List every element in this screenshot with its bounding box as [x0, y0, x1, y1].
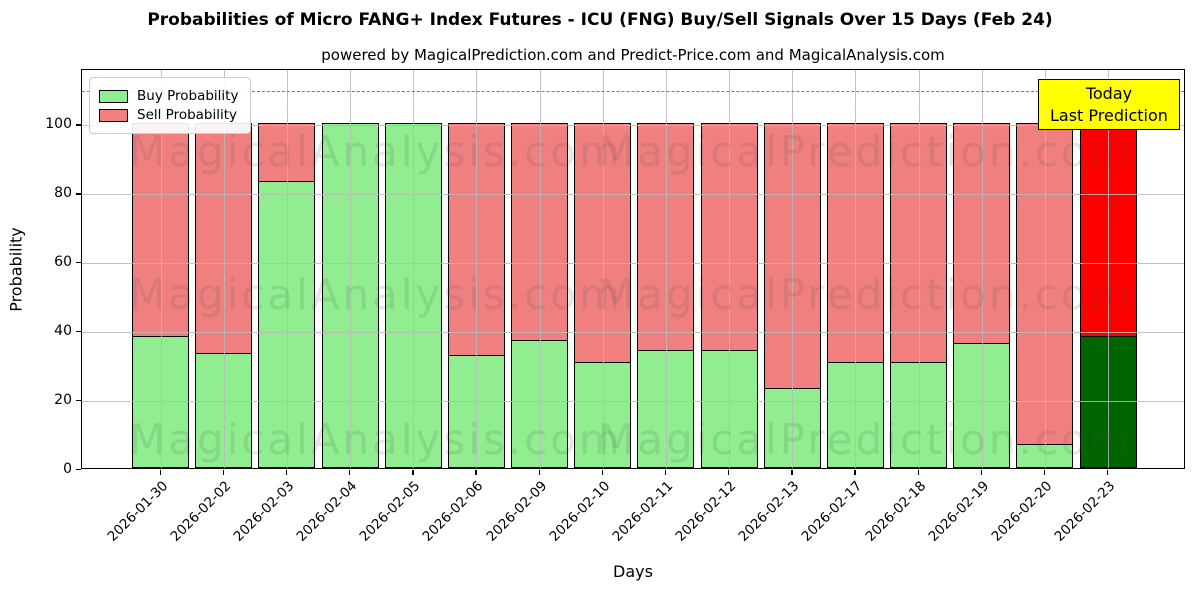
x-tick-mark — [159, 470, 161, 475]
plot-area: Buy Probability Sell Probability Today L… — [81, 69, 1185, 469]
gridline-h-80 — [82, 194, 1184, 196]
gridline-v — [160, 70, 162, 468]
x-tick-label-2026-01-30: 2026-01-30 — [104, 478, 171, 545]
gridline-v — [792, 70, 794, 468]
x-tick-label-2026-02-12: 2026-02-12 — [672, 478, 740, 545]
x-tick-label-2026-02-06: 2026-02-06 — [419, 478, 487, 545]
buy-swatch-icon — [99, 89, 128, 103]
x-tick-mark — [475, 470, 477, 475]
x-axis-label: Days — [613, 562, 653, 581]
y-tick-label-20: 20 — [54, 392, 72, 409]
x-tick-mark — [285, 470, 288, 475]
gridline-v — [1108, 70, 1109, 468]
y-tick-mark — [76, 400, 81, 402]
annotation-line-1: Today — [1085, 84, 1133, 103]
gridline-h-20 — [82, 401, 1184, 403]
y-tick-label-60: 60 — [54, 254, 72, 271]
x-tick-mark — [854, 470, 856, 475]
x-tick-label-2026-02-10: 2026-02-10 — [546, 478, 613, 545]
x-tick-mark — [349, 470, 351, 475]
x-tick-mark — [917, 470, 919, 475]
gridline-v — [665, 70, 667, 468]
y-tick-mark — [76, 331, 81, 333]
gridline-v — [413, 70, 415, 468]
x-tick-label-2026-02-17: 2026-02-17 — [798, 478, 866, 545]
legend: Buy Probability Sell Probability — [89, 77, 252, 134]
gridline-h-100 — [82, 125, 1184, 127]
x-tick-label-2026-02-23: 2026-02-23 — [1051, 478, 1119, 545]
gridline-v — [1044, 70, 1046, 468]
gridline-v — [286, 70, 288, 468]
x-tick-label-2026-02-09: 2026-02-09 — [483, 478, 550, 545]
x-tick-label-2026-02-03: 2026-02-03 — [230, 478, 298, 545]
chart-subtitle: powered by MagicalPrediction.com and Pre… — [321, 46, 945, 64]
y-tick-mark — [76, 469, 81, 471]
legend-label-buy: Buy Probability — [137, 88, 239, 104]
x-tick-mark — [538, 470, 540, 475]
gridline-v — [981, 70, 983, 468]
sell-swatch-icon — [99, 108, 128, 122]
gridline-v — [729, 70, 730, 468]
gridline-v — [539, 70, 541, 468]
x-tick-mark — [980, 470, 983, 475]
dashed-threshold-line — [82, 90, 1184, 92]
y-tick-label-40: 40 — [54, 323, 72, 340]
legend-item-sell: Sell Probability — [99, 107, 238, 123]
chart-title: Probabilities of Micro FANG+ Index Futur… — [147, 10, 1053, 30]
legend-item-buy: Buy Probability — [99, 88, 238, 104]
x-tick-mark — [412, 470, 414, 475]
y-axis-label: Probability — [6, 227, 26, 312]
x-tick-label-2026-02-02: 2026-02-02 — [167, 478, 234, 545]
x-tick-label-2026-02-18: 2026-02-18 — [862, 478, 929, 545]
x-tick-mark — [728, 470, 730, 475]
x-tick-mark — [664, 470, 667, 475]
x-tick-label-2026-02-13: 2026-02-13 — [735, 478, 803, 545]
annotation-line-2: Last Prediction — [1050, 105, 1168, 125]
today-last-prediction-badge: Today Last Prediction — [1038, 79, 1180, 131]
x-tick-label-2026-02-05: 2026-02-05 — [356, 478, 424, 545]
x-tick-label-2026-02-19: 2026-02-19 — [925, 478, 992, 545]
y-tick-mark — [76, 262, 81, 264]
x-tick-mark — [222, 470, 225, 475]
gridline-v — [602, 70, 604, 468]
y-tick-label-0: 0 — [63, 461, 72, 477]
x-tick-mark — [1043, 470, 1046, 475]
y-tick-mark — [76, 193, 81, 195]
gridline-v — [918, 70, 920, 468]
x-tick-label-2026-02-20: 2026-02-20 — [988, 478, 1056, 545]
x-tick-mark — [791, 470, 793, 475]
gridline-h-40 — [82, 332, 1184, 334]
x-tick-label-2026-02-04: 2026-02-04 — [293, 478, 361, 545]
x-tick-mark — [1107, 470, 1109, 475]
y-tick-label-100: 100 — [45, 116, 72, 133]
gridline-h-60 — [82, 263, 1184, 265]
gridline-v — [350, 70, 351, 468]
legend-label-sell: Sell Probability — [137, 107, 238, 123]
y-tick-label-80: 80 — [54, 185, 72, 202]
gridline-v — [476, 70, 478, 468]
x-tick-mark — [601, 470, 604, 475]
y-tick-mark — [76, 124, 81, 126]
gridline-v — [223, 70, 225, 468]
gridline-v — [855, 70, 857, 468]
x-tick-label-2026-02-11: 2026-02-11 — [609, 478, 677, 545]
